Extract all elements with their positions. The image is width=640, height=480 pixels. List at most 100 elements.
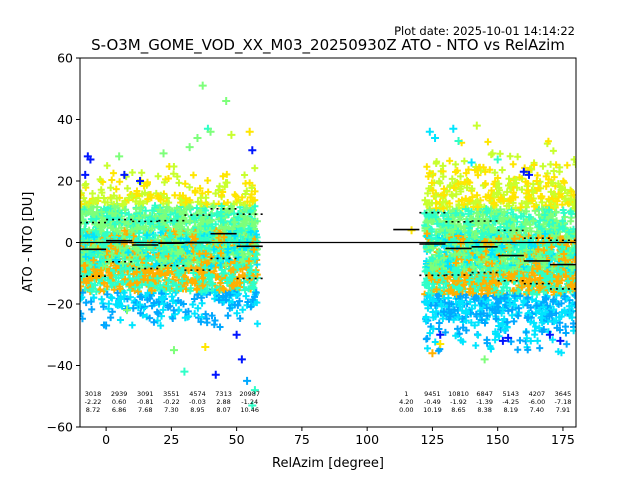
data-point xyxy=(141,272,149,280)
data-point xyxy=(244,298,252,306)
data-point xyxy=(173,173,181,181)
data-point xyxy=(112,264,120,272)
data-point xyxy=(220,233,228,241)
data-point xyxy=(193,258,201,266)
bin-label-std: 7.30 xyxy=(164,406,178,414)
data-point xyxy=(98,217,106,225)
data-point xyxy=(164,303,172,311)
data-point xyxy=(154,317,162,325)
data-point xyxy=(241,190,249,198)
data-point xyxy=(166,287,174,295)
data-point xyxy=(119,202,127,210)
data-point xyxy=(98,295,106,303)
data-point xyxy=(236,315,244,323)
data-point xyxy=(121,206,129,214)
data-point xyxy=(231,218,239,226)
data-point xyxy=(219,284,227,292)
data-point xyxy=(139,199,147,207)
data-point xyxy=(138,169,146,177)
data-point xyxy=(166,229,174,237)
data-point xyxy=(239,306,247,314)
data-point xyxy=(238,257,246,265)
data-point xyxy=(215,296,223,304)
data-point xyxy=(218,202,226,210)
data-point xyxy=(137,263,145,271)
data-point xyxy=(194,285,202,293)
data-point xyxy=(241,171,249,179)
data-point xyxy=(249,280,257,288)
data-point xyxy=(103,162,111,170)
data-point xyxy=(140,276,148,284)
x-tick-label: 0 xyxy=(102,432,110,447)
data-point xyxy=(124,220,132,228)
data-point xyxy=(234,301,242,309)
data-point xyxy=(127,280,135,288)
data-point xyxy=(252,231,260,239)
data-point xyxy=(195,244,203,252)
data-point xyxy=(119,251,127,259)
data-point xyxy=(148,224,156,232)
x-tick-label: 175 xyxy=(551,432,575,447)
data-point xyxy=(516,336,524,344)
data-point xyxy=(224,312,232,320)
data-point xyxy=(191,189,199,197)
data-point xyxy=(251,202,259,210)
data-point xyxy=(133,187,141,195)
data-point xyxy=(238,248,246,256)
data-point xyxy=(174,213,182,221)
data-point xyxy=(226,291,234,299)
data-point xyxy=(134,287,142,295)
data-point xyxy=(250,246,258,254)
data-point xyxy=(161,208,169,216)
data-point xyxy=(181,180,189,188)
data-point xyxy=(217,191,225,199)
bin-label-mean: 2.88 xyxy=(216,398,230,406)
data-point xyxy=(253,320,261,328)
data-point xyxy=(154,309,162,317)
data-point xyxy=(465,166,473,174)
data-point xyxy=(150,318,158,326)
data-point xyxy=(152,213,160,221)
data-point xyxy=(235,273,243,281)
data-point xyxy=(221,183,229,191)
data-point xyxy=(234,228,242,236)
data-point xyxy=(105,300,113,308)
bin-label-count: 5143 xyxy=(502,390,519,398)
bin-label-count: 3091 xyxy=(137,390,154,398)
data-point xyxy=(146,295,154,303)
data-point xyxy=(473,191,481,199)
data-point xyxy=(89,190,97,198)
data-point xyxy=(93,221,101,229)
bin-label-mean: -2.22 xyxy=(85,398,102,406)
data-point xyxy=(518,186,526,194)
data-point xyxy=(226,206,234,214)
data-point xyxy=(100,303,108,311)
data-point xyxy=(153,260,161,268)
x-tick-label: 50 xyxy=(229,432,245,447)
data-point xyxy=(159,306,167,314)
data-point xyxy=(217,212,225,220)
bin-label-mean: 0.60 xyxy=(112,398,126,406)
data-point xyxy=(213,211,221,219)
data-point xyxy=(80,293,86,301)
data-point xyxy=(176,207,184,215)
data-point xyxy=(156,206,164,214)
data-point xyxy=(216,323,224,331)
data-point xyxy=(199,282,207,290)
data-point xyxy=(252,249,260,257)
data-point xyxy=(164,264,172,272)
data-point xyxy=(234,250,242,258)
data-point xyxy=(189,171,197,179)
data-point xyxy=(109,169,117,177)
data-point xyxy=(172,289,180,297)
data-point xyxy=(160,178,168,186)
data-point xyxy=(207,262,215,270)
data-point xyxy=(178,277,186,285)
data-point xyxy=(514,346,522,354)
data-point xyxy=(231,191,239,199)
scatter-points-layer xyxy=(80,81,576,410)
data-point xyxy=(116,178,124,186)
data-point xyxy=(134,257,142,265)
data-point xyxy=(509,160,517,168)
data-point xyxy=(125,194,133,202)
